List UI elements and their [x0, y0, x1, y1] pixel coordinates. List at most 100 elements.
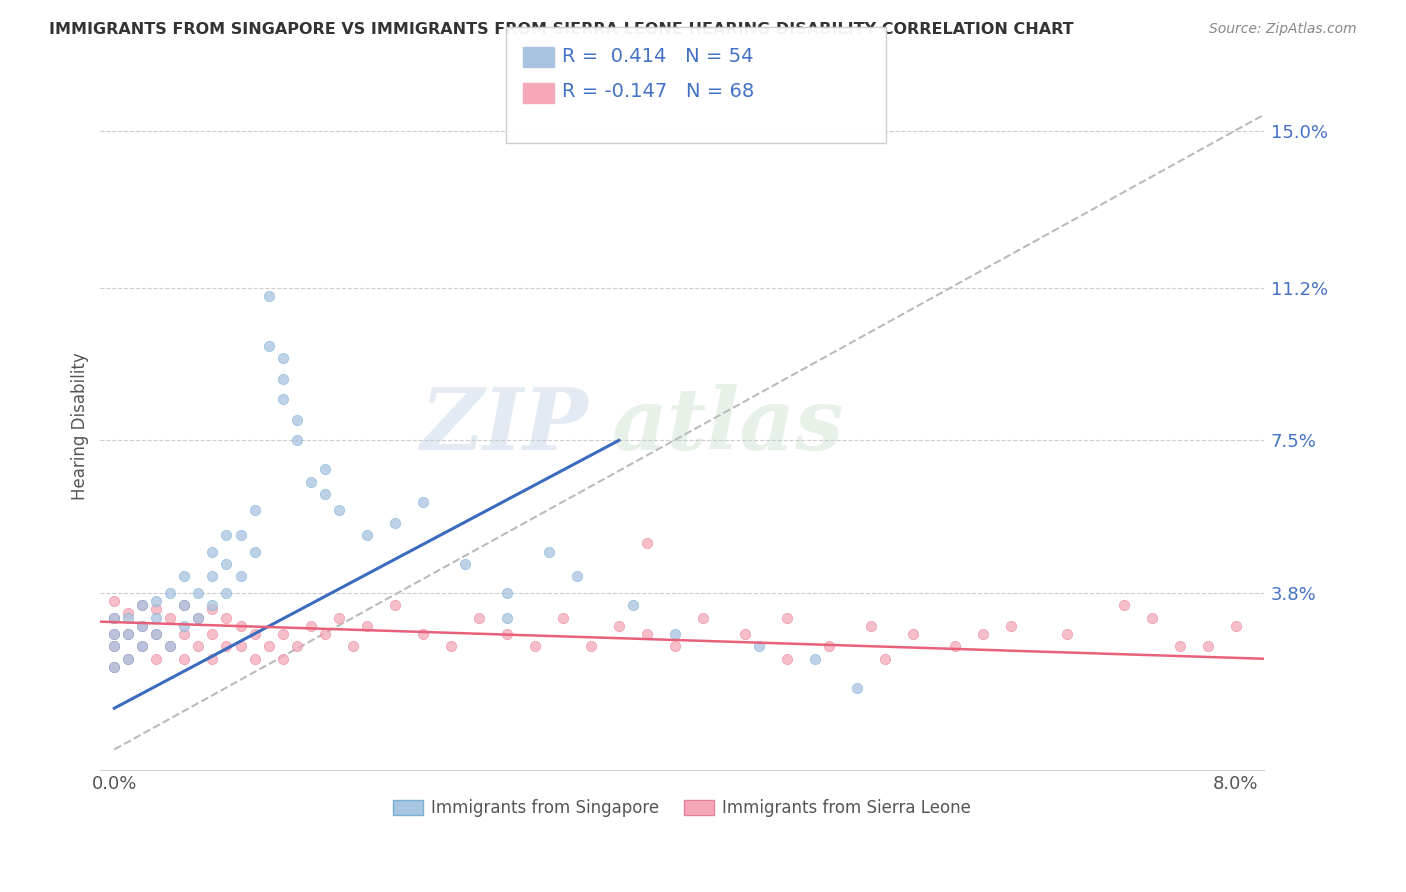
Point [215, 586, 238, 600]
Point [103, 627, 125, 641]
Point [201, 627, 224, 641]
Point [187, 586, 209, 600]
Point [943, 640, 966, 654]
Point [187, 640, 209, 654]
Point [328, 610, 350, 624]
Point [159, 610, 181, 624]
Point [145, 652, 167, 666]
Point [257, 289, 280, 303]
Point [636, 536, 658, 550]
Point [243, 544, 266, 558]
Point [804, 652, 827, 666]
Point [860, 619, 883, 633]
Point [103, 640, 125, 654]
Point [117, 652, 139, 666]
Point [537, 544, 560, 558]
Point [145, 594, 167, 608]
Point [356, 528, 378, 542]
Point [523, 640, 546, 654]
Point [173, 598, 195, 612]
Point [1112, 598, 1135, 612]
Point [173, 569, 195, 583]
Point [145, 602, 167, 616]
Point [117, 627, 139, 641]
Point [117, 627, 139, 641]
Point [215, 610, 238, 624]
Point [131, 640, 153, 654]
Point [285, 640, 308, 654]
Point [201, 544, 224, 558]
Point [131, 598, 153, 612]
Point [664, 640, 686, 654]
Point [201, 652, 224, 666]
Legend: Immigrants from Singapore, Immigrants from Sierra Leone: Immigrants from Singapore, Immigrants fr… [387, 792, 979, 823]
Point [159, 640, 181, 654]
Point [271, 392, 294, 406]
Point [495, 610, 517, 624]
Text: R = -0.147   N = 68: R = -0.147 N = 68 [562, 82, 755, 102]
Point [495, 586, 517, 600]
Point [1225, 619, 1247, 633]
Point [1056, 627, 1078, 641]
Point [551, 610, 574, 624]
Point [103, 660, 125, 674]
Point [314, 627, 336, 641]
Point [187, 610, 209, 624]
Point [692, 610, 714, 624]
Point [229, 569, 252, 583]
Point [145, 627, 167, 641]
Text: Source: ZipAtlas.com: Source: ZipAtlas.com [1209, 22, 1357, 37]
Point [103, 640, 125, 654]
Point [201, 602, 224, 616]
Point [440, 640, 463, 654]
Point [117, 607, 139, 621]
Point [145, 610, 167, 624]
Point [412, 495, 434, 509]
Point [664, 627, 686, 641]
Point [117, 610, 139, 624]
Point [173, 652, 195, 666]
Y-axis label: Hearing Disability: Hearing Disability [72, 352, 89, 500]
Point [468, 610, 491, 624]
Point [173, 598, 195, 612]
Point [285, 434, 308, 448]
Point [103, 610, 125, 624]
Point [1197, 640, 1219, 654]
Point [159, 586, 181, 600]
Point [1168, 640, 1191, 654]
Point [776, 610, 799, 624]
Point [257, 338, 280, 352]
Point [131, 598, 153, 612]
Text: IMMIGRANTS FROM SINGAPORE VS IMMIGRANTS FROM SIERRA LEONE HEARING DISABILITY COR: IMMIGRANTS FROM SINGAPORE VS IMMIGRANTS … [49, 22, 1074, 37]
Point [579, 640, 602, 654]
Text: R =  0.414   N = 54: R = 0.414 N = 54 [562, 46, 754, 66]
Text: atlas: atlas [612, 384, 845, 467]
Point [607, 619, 630, 633]
Point [328, 503, 350, 517]
Point [412, 627, 434, 641]
Point [173, 627, 195, 641]
Point [903, 627, 925, 641]
Point [636, 627, 658, 641]
Point [215, 557, 238, 571]
Point [621, 598, 644, 612]
Point [103, 627, 125, 641]
Point [159, 640, 181, 654]
Point [454, 557, 477, 571]
Point [495, 627, 517, 641]
Point [187, 610, 209, 624]
Point [103, 594, 125, 608]
Point [299, 619, 322, 633]
Point [285, 413, 308, 427]
Point [972, 627, 994, 641]
Point [299, 475, 322, 489]
Point [384, 516, 406, 530]
Point [131, 640, 153, 654]
Point [818, 640, 841, 654]
Point [1000, 619, 1022, 633]
Point [201, 598, 224, 612]
Point [173, 619, 195, 633]
Point [131, 619, 153, 633]
Point [229, 640, 252, 654]
Point [103, 610, 125, 624]
